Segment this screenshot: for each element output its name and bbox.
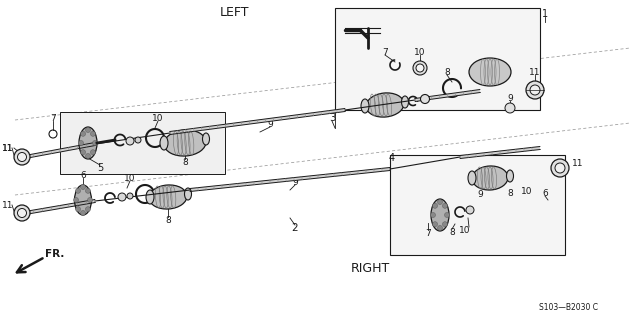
Circle shape xyxy=(86,154,91,158)
Circle shape xyxy=(93,140,98,146)
Circle shape xyxy=(14,149,30,165)
Text: 4: 4 xyxy=(389,153,395,163)
Text: 5: 5 xyxy=(97,163,103,173)
Circle shape xyxy=(432,203,438,208)
Text: 9: 9 xyxy=(507,93,513,102)
Circle shape xyxy=(90,131,95,136)
Text: 11: 11 xyxy=(3,143,14,153)
Text: 9: 9 xyxy=(267,119,273,129)
Text: 6: 6 xyxy=(80,171,86,180)
Circle shape xyxy=(420,94,429,103)
Circle shape xyxy=(86,127,91,132)
Ellipse shape xyxy=(203,133,210,145)
Circle shape xyxy=(438,199,443,204)
Text: LEFT: LEFT xyxy=(220,5,250,19)
Circle shape xyxy=(444,212,450,218)
Circle shape xyxy=(466,206,474,214)
Text: 10: 10 xyxy=(152,114,164,123)
Bar xyxy=(390,155,565,255)
Text: 7: 7 xyxy=(425,228,431,237)
Circle shape xyxy=(530,85,540,95)
Text: 10: 10 xyxy=(124,173,136,182)
Ellipse shape xyxy=(472,166,508,190)
Circle shape xyxy=(118,193,126,201)
Circle shape xyxy=(81,185,86,189)
Ellipse shape xyxy=(74,185,91,215)
Circle shape xyxy=(86,188,90,193)
Text: 3: 3 xyxy=(329,113,335,123)
Circle shape xyxy=(76,207,81,212)
Text: 7: 7 xyxy=(382,47,388,57)
Text: RIGHT: RIGHT xyxy=(351,261,390,275)
Text: 6: 6 xyxy=(542,188,548,197)
Circle shape xyxy=(432,222,438,227)
Ellipse shape xyxy=(431,199,449,231)
Ellipse shape xyxy=(507,170,514,182)
Circle shape xyxy=(413,61,427,75)
Text: 9: 9 xyxy=(477,189,483,198)
Circle shape xyxy=(88,197,93,203)
Ellipse shape xyxy=(468,171,476,185)
Ellipse shape xyxy=(366,93,404,117)
Polygon shape xyxy=(415,90,480,101)
Circle shape xyxy=(79,140,83,146)
Text: 11: 11 xyxy=(572,158,584,167)
Circle shape xyxy=(551,159,569,177)
Text: 10: 10 xyxy=(459,226,471,235)
Circle shape xyxy=(90,150,95,155)
Text: 8: 8 xyxy=(507,188,513,197)
Bar xyxy=(335,8,540,110)
Circle shape xyxy=(438,226,443,230)
Text: 9: 9 xyxy=(292,178,298,187)
Circle shape xyxy=(526,81,544,99)
Text: 10: 10 xyxy=(414,47,425,57)
Ellipse shape xyxy=(469,58,511,86)
Polygon shape xyxy=(25,200,95,214)
Ellipse shape xyxy=(164,130,206,156)
Text: 10: 10 xyxy=(521,187,533,196)
Circle shape xyxy=(443,203,448,208)
Circle shape xyxy=(81,150,86,155)
Text: 8: 8 xyxy=(444,68,450,76)
Ellipse shape xyxy=(79,127,97,159)
Circle shape xyxy=(416,64,424,72)
Text: 11: 11 xyxy=(529,68,541,76)
Text: 8: 8 xyxy=(449,228,455,236)
Ellipse shape xyxy=(160,136,168,150)
Circle shape xyxy=(127,193,133,199)
Ellipse shape xyxy=(361,99,369,113)
Circle shape xyxy=(18,153,27,162)
Text: 8: 8 xyxy=(182,157,188,166)
Bar xyxy=(60,112,225,174)
Text: 7: 7 xyxy=(50,114,56,123)
Circle shape xyxy=(555,163,565,173)
Text: 8: 8 xyxy=(165,215,171,225)
Circle shape xyxy=(126,137,134,145)
Polygon shape xyxy=(170,108,345,134)
Text: 11: 11 xyxy=(3,143,14,153)
Circle shape xyxy=(431,212,436,218)
Text: 1: 1 xyxy=(542,9,548,19)
Circle shape xyxy=(81,131,86,136)
Circle shape xyxy=(443,222,448,227)
Circle shape xyxy=(86,207,90,212)
Ellipse shape xyxy=(185,188,192,200)
Polygon shape xyxy=(25,142,95,158)
Circle shape xyxy=(76,188,81,193)
Circle shape xyxy=(18,209,27,218)
Ellipse shape xyxy=(401,96,408,108)
Circle shape xyxy=(81,211,86,215)
Polygon shape xyxy=(460,147,540,158)
Ellipse shape xyxy=(149,185,187,209)
Circle shape xyxy=(74,197,79,203)
Ellipse shape xyxy=(146,190,154,204)
Text: 11: 11 xyxy=(3,201,14,210)
Text: 2: 2 xyxy=(291,223,298,233)
Circle shape xyxy=(135,137,141,143)
Circle shape xyxy=(14,205,30,221)
Text: S103—B2030 C: S103—B2030 C xyxy=(539,302,598,311)
Polygon shape xyxy=(190,167,390,191)
Text: FR.: FR. xyxy=(45,249,65,259)
Circle shape xyxy=(505,103,515,113)
